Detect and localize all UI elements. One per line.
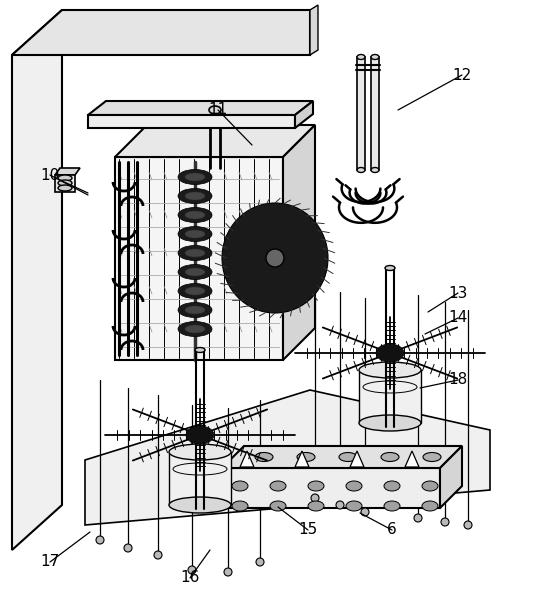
Ellipse shape	[58, 185, 72, 191]
Ellipse shape	[346, 501, 362, 511]
Polygon shape	[350, 451, 364, 467]
Circle shape	[311, 494, 319, 502]
Text: 6: 6	[387, 523, 397, 537]
Polygon shape	[359, 370, 421, 423]
Circle shape	[336, 501, 344, 509]
Ellipse shape	[185, 211, 205, 219]
Ellipse shape	[308, 501, 324, 511]
Circle shape	[464, 521, 472, 529]
Polygon shape	[115, 125, 315, 157]
Circle shape	[124, 544, 132, 552]
Ellipse shape	[376, 344, 404, 362]
Polygon shape	[88, 115, 295, 128]
Ellipse shape	[58, 175, 72, 181]
Text: 15: 15	[298, 523, 318, 537]
Ellipse shape	[385, 265, 395, 271]
Text: 17: 17	[41, 554, 60, 570]
Ellipse shape	[297, 453, 315, 462]
Polygon shape	[283, 125, 315, 360]
Ellipse shape	[339, 453, 357, 462]
Circle shape	[441, 518, 449, 526]
Ellipse shape	[178, 169, 212, 184]
Ellipse shape	[185, 325, 205, 333]
Ellipse shape	[357, 168, 365, 173]
Polygon shape	[115, 157, 283, 360]
Ellipse shape	[178, 322, 212, 336]
Circle shape	[154, 551, 162, 559]
Ellipse shape	[185, 306, 205, 314]
Ellipse shape	[422, 501, 438, 511]
Ellipse shape	[232, 501, 248, 511]
Text: 11: 11	[208, 103, 227, 117]
Text: 16: 16	[180, 570, 199, 586]
Ellipse shape	[359, 415, 421, 431]
Polygon shape	[12, 10, 310, 55]
Text: 14: 14	[448, 311, 467, 325]
Ellipse shape	[178, 303, 212, 317]
Polygon shape	[357, 57, 365, 170]
Ellipse shape	[308, 481, 324, 491]
Ellipse shape	[178, 188, 212, 203]
Ellipse shape	[423, 453, 441, 462]
Ellipse shape	[58, 180, 72, 186]
Text: 13: 13	[448, 286, 467, 300]
Text: 18: 18	[448, 373, 467, 387]
Ellipse shape	[186, 426, 214, 444]
Text: 12: 12	[453, 68, 472, 82]
Polygon shape	[88, 101, 313, 115]
Ellipse shape	[185, 287, 205, 295]
Polygon shape	[440, 446, 462, 508]
Ellipse shape	[359, 362, 421, 378]
Ellipse shape	[384, 481, 400, 491]
Polygon shape	[12, 10, 62, 550]
Circle shape	[256, 558, 264, 566]
Polygon shape	[240, 451, 254, 467]
Ellipse shape	[222, 203, 328, 313]
Polygon shape	[371, 57, 379, 170]
Ellipse shape	[209, 106, 221, 114]
Ellipse shape	[381, 453, 399, 462]
Ellipse shape	[255, 453, 273, 462]
Ellipse shape	[371, 55, 379, 60]
Circle shape	[96, 536, 104, 544]
Ellipse shape	[185, 268, 205, 276]
Polygon shape	[310, 5, 318, 55]
Circle shape	[188, 566, 196, 574]
Polygon shape	[55, 175, 75, 192]
Circle shape	[361, 508, 369, 516]
Ellipse shape	[185, 173, 205, 181]
Ellipse shape	[169, 444, 231, 460]
Text: 10: 10	[41, 168, 60, 182]
Ellipse shape	[195, 348, 205, 352]
Ellipse shape	[178, 227, 212, 241]
Circle shape	[224, 568, 232, 576]
Ellipse shape	[346, 481, 362, 491]
Ellipse shape	[357, 55, 365, 60]
Ellipse shape	[169, 497, 231, 513]
Polygon shape	[169, 452, 231, 505]
Ellipse shape	[178, 284, 212, 298]
Polygon shape	[295, 101, 313, 128]
Ellipse shape	[185, 249, 205, 257]
Ellipse shape	[266, 249, 284, 267]
Polygon shape	[295, 451, 309, 467]
Ellipse shape	[185, 192, 205, 200]
Ellipse shape	[422, 481, 438, 491]
Ellipse shape	[178, 208, 212, 222]
Polygon shape	[222, 468, 440, 508]
Polygon shape	[85, 390, 490, 525]
Ellipse shape	[371, 168, 379, 173]
Ellipse shape	[270, 501, 286, 511]
Ellipse shape	[384, 501, 400, 511]
Polygon shape	[222, 446, 462, 468]
Polygon shape	[405, 451, 419, 467]
Circle shape	[414, 514, 422, 522]
Ellipse shape	[178, 246, 212, 260]
Polygon shape	[55, 168, 80, 175]
Ellipse shape	[185, 230, 205, 238]
Ellipse shape	[178, 265, 212, 279]
Ellipse shape	[232, 481, 248, 491]
Ellipse shape	[270, 481, 286, 491]
